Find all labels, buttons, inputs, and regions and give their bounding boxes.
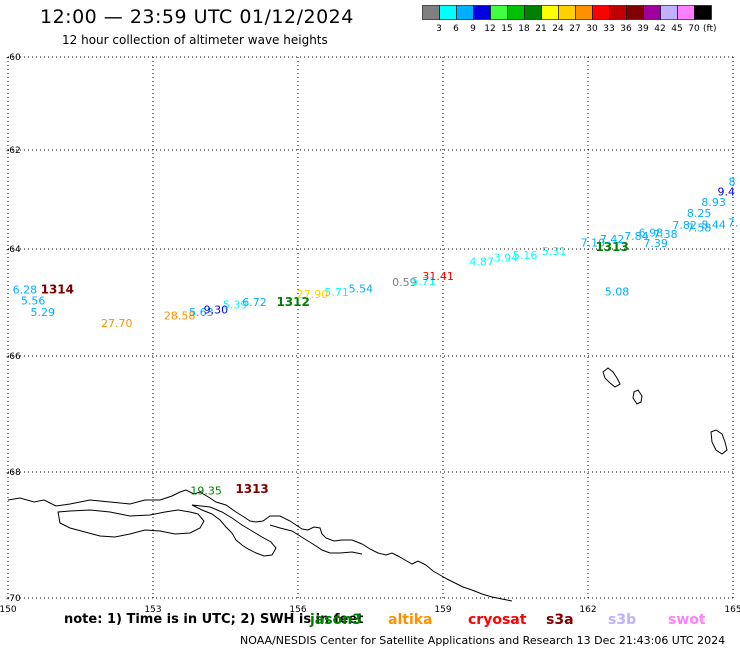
- wave-height-label: 5.39: [223, 299, 248, 312]
- wave-height-label: 5.29: [31, 306, 56, 319]
- lon-tick-label: 162: [579, 605, 596, 615]
- scale-label: 21: [535, 24, 546, 33]
- scale-swatch: [694, 5, 712, 20]
- wave-height-label: 28.58: [164, 309, 196, 322]
- satellite-altika-label: altika: [388, 612, 433, 628]
- map-subtitle: 12 hour collection of altimeter wave hei…: [62, 33, 328, 47]
- pass-time-label: 1313: [595, 240, 628, 254]
- antarctic-coastline: [7, 489, 513, 602]
- island-sturge: [710, 429, 728, 455]
- wave-height-label: 6.98: [639, 227, 664, 240]
- scale-label: 27: [569, 24, 580, 33]
- island-buckle: [632, 389, 643, 405]
- wave-height-label: 6.28: [13, 284, 38, 297]
- lon-tick-label: 165: [724, 605, 740, 615]
- wave-height-label: 5.63: [189, 306, 214, 319]
- wave-height-label: 31.41: [422, 270, 454, 283]
- island-young: [602, 367, 621, 388]
- wave-height-color-scale: 3 6 9 12 15 18 21 24 27 30 33 36 39 42 45 70 (ft): [422, 5, 717, 33]
- wave-height-label: 7.: [728, 216, 739, 229]
- lat-tick-label: -70: [6, 594, 21, 604]
- wave-height-label: 5.08: [605, 285, 630, 298]
- lon-tick-label: 150: [0, 605, 17, 615]
- wave-height-label: 4.87: [469, 255, 494, 268]
- wave-height-label: 7.10: [581, 237, 606, 250]
- wave-height-label: 0.59: [392, 276, 417, 289]
- scale-label: 42: [654, 24, 665, 33]
- lon-tick-label: 153: [144, 605, 161, 615]
- wave-height-label: 3.94: [494, 252, 519, 265]
- wave-height-label: 5.56: [21, 294, 46, 307]
- wave-height-label: 27.90: [297, 288, 329, 301]
- pass-time-label: 1313: [235, 482, 268, 496]
- wave-height-label: 7.42: [600, 233, 625, 246]
- scale-label: 15: [501, 24, 512, 33]
- wave-height-label: 9.30: [204, 303, 229, 316]
- wave-height-label: 8.44: [701, 218, 726, 231]
- lat-tick-label: -62: [6, 146, 21, 156]
- scale-label: 9: [470, 24, 476, 33]
- lat-tick-label: -64: [6, 245, 21, 255]
- wave-height-label: 7.58: [687, 222, 712, 235]
- lat-tick-label: -60: [6, 53, 21, 63]
- coastline-shelf: [269, 524, 363, 555]
- scale-label: 18: [518, 24, 530, 33]
- wave-height-label: 9.4: [717, 186, 735, 199]
- wave-height-label: 8: [729, 176, 736, 189]
- wave-height-label: 5.31: [542, 245, 567, 258]
- scale-label: 3: [436, 24, 442, 33]
- lon-tick-label: 159: [434, 605, 451, 615]
- wave-height-label: 8.25: [687, 207, 712, 220]
- wave-height-label: 5.71: [324, 286, 349, 299]
- satellite-s3a-label: s3a: [546, 612, 574, 628]
- wave-height-label: 7.82: [672, 219, 697, 232]
- scale-unit: (ft): [703, 24, 717, 33]
- scale-label: 33: [603, 24, 614, 33]
- coastline: [7, 367, 728, 602]
- altimeter-observations: 6.285.565.29131427.7028.585.639.305.396.…: [13, 176, 739, 498]
- satellite-jason3-label: jason3: [310, 612, 362, 628]
- map-title: 12:00 — 23:59 UTC 01/12/2024: [40, 6, 354, 28]
- wave-height-label: 7.39: [643, 237, 668, 250]
- scale-label: 30: [586, 24, 598, 33]
- scale-label: 12: [484, 24, 495, 33]
- wave-height-label: 5.16: [513, 249, 538, 262]
- lon-tick-label: 156: [289, 605, 306, 615]
- scale-label: 39: [637, 24, 649, 33]
- coastline-inlet: [57, 509, 205, 538]
- credit-line: NOAA/NESDIS Center for Satellite Applica…: [240, 634, 726, 647]
- satellite-s3b-label: s3b: [608, 612, 637, 628]
- scale-label: 70: [688, 24, 700, 33]
- lat-tick-label: -66: [6, 352, 21, 362]
- lat-tick-label: -68: [6, 468, 21, 478]
- wave-height-label: 7.84: [624, 230, 649, 243]
- scale-label: 45: [671, 24, 682, 33]
- footnote: note: 1) Time is in UTC; 2) SWH is in fe…: [64, 612, 364, 627]
- scale-label: 36: [620, 24, 632, 33]
- pass-time-label: 1312: [276, 295, 309, 309]
- wave-height-label: 5.54: [349, 283, 374, 296]
- wave-height-label: 6.72: [242, 296, 267, 309]
- satellite-swot-label: swot: [668, 612, 706, 628]
- wave-height-label: 7.38: [653, 228, 678, 241]
- wave-height-label: 27.70: [101, 317, 133, 330]
- wave-height-label: 8.93: [701, 196, 726, 209]
- scale-label: 24: [552, 24, 564, 33]
- wave-height-label: 19.35: [190, 484, 222, 497]
- pass-time-label: 1314: [41, 283, 74, 297]
- scale-label: 6: [453, 24, 459, 33]
- coastline-peninsula: [191, 504, 277, 557]
- wave-height-label: 5.71: [411, 275, 436, 288]
- lat-lon-grid: 150 153 156 159 162 165 -60 -62 -64 -66 -68 -70: [0, 53, 740, 615]
- satellite-cryosat-label: cryosat: [468, 612, 527, 628]
